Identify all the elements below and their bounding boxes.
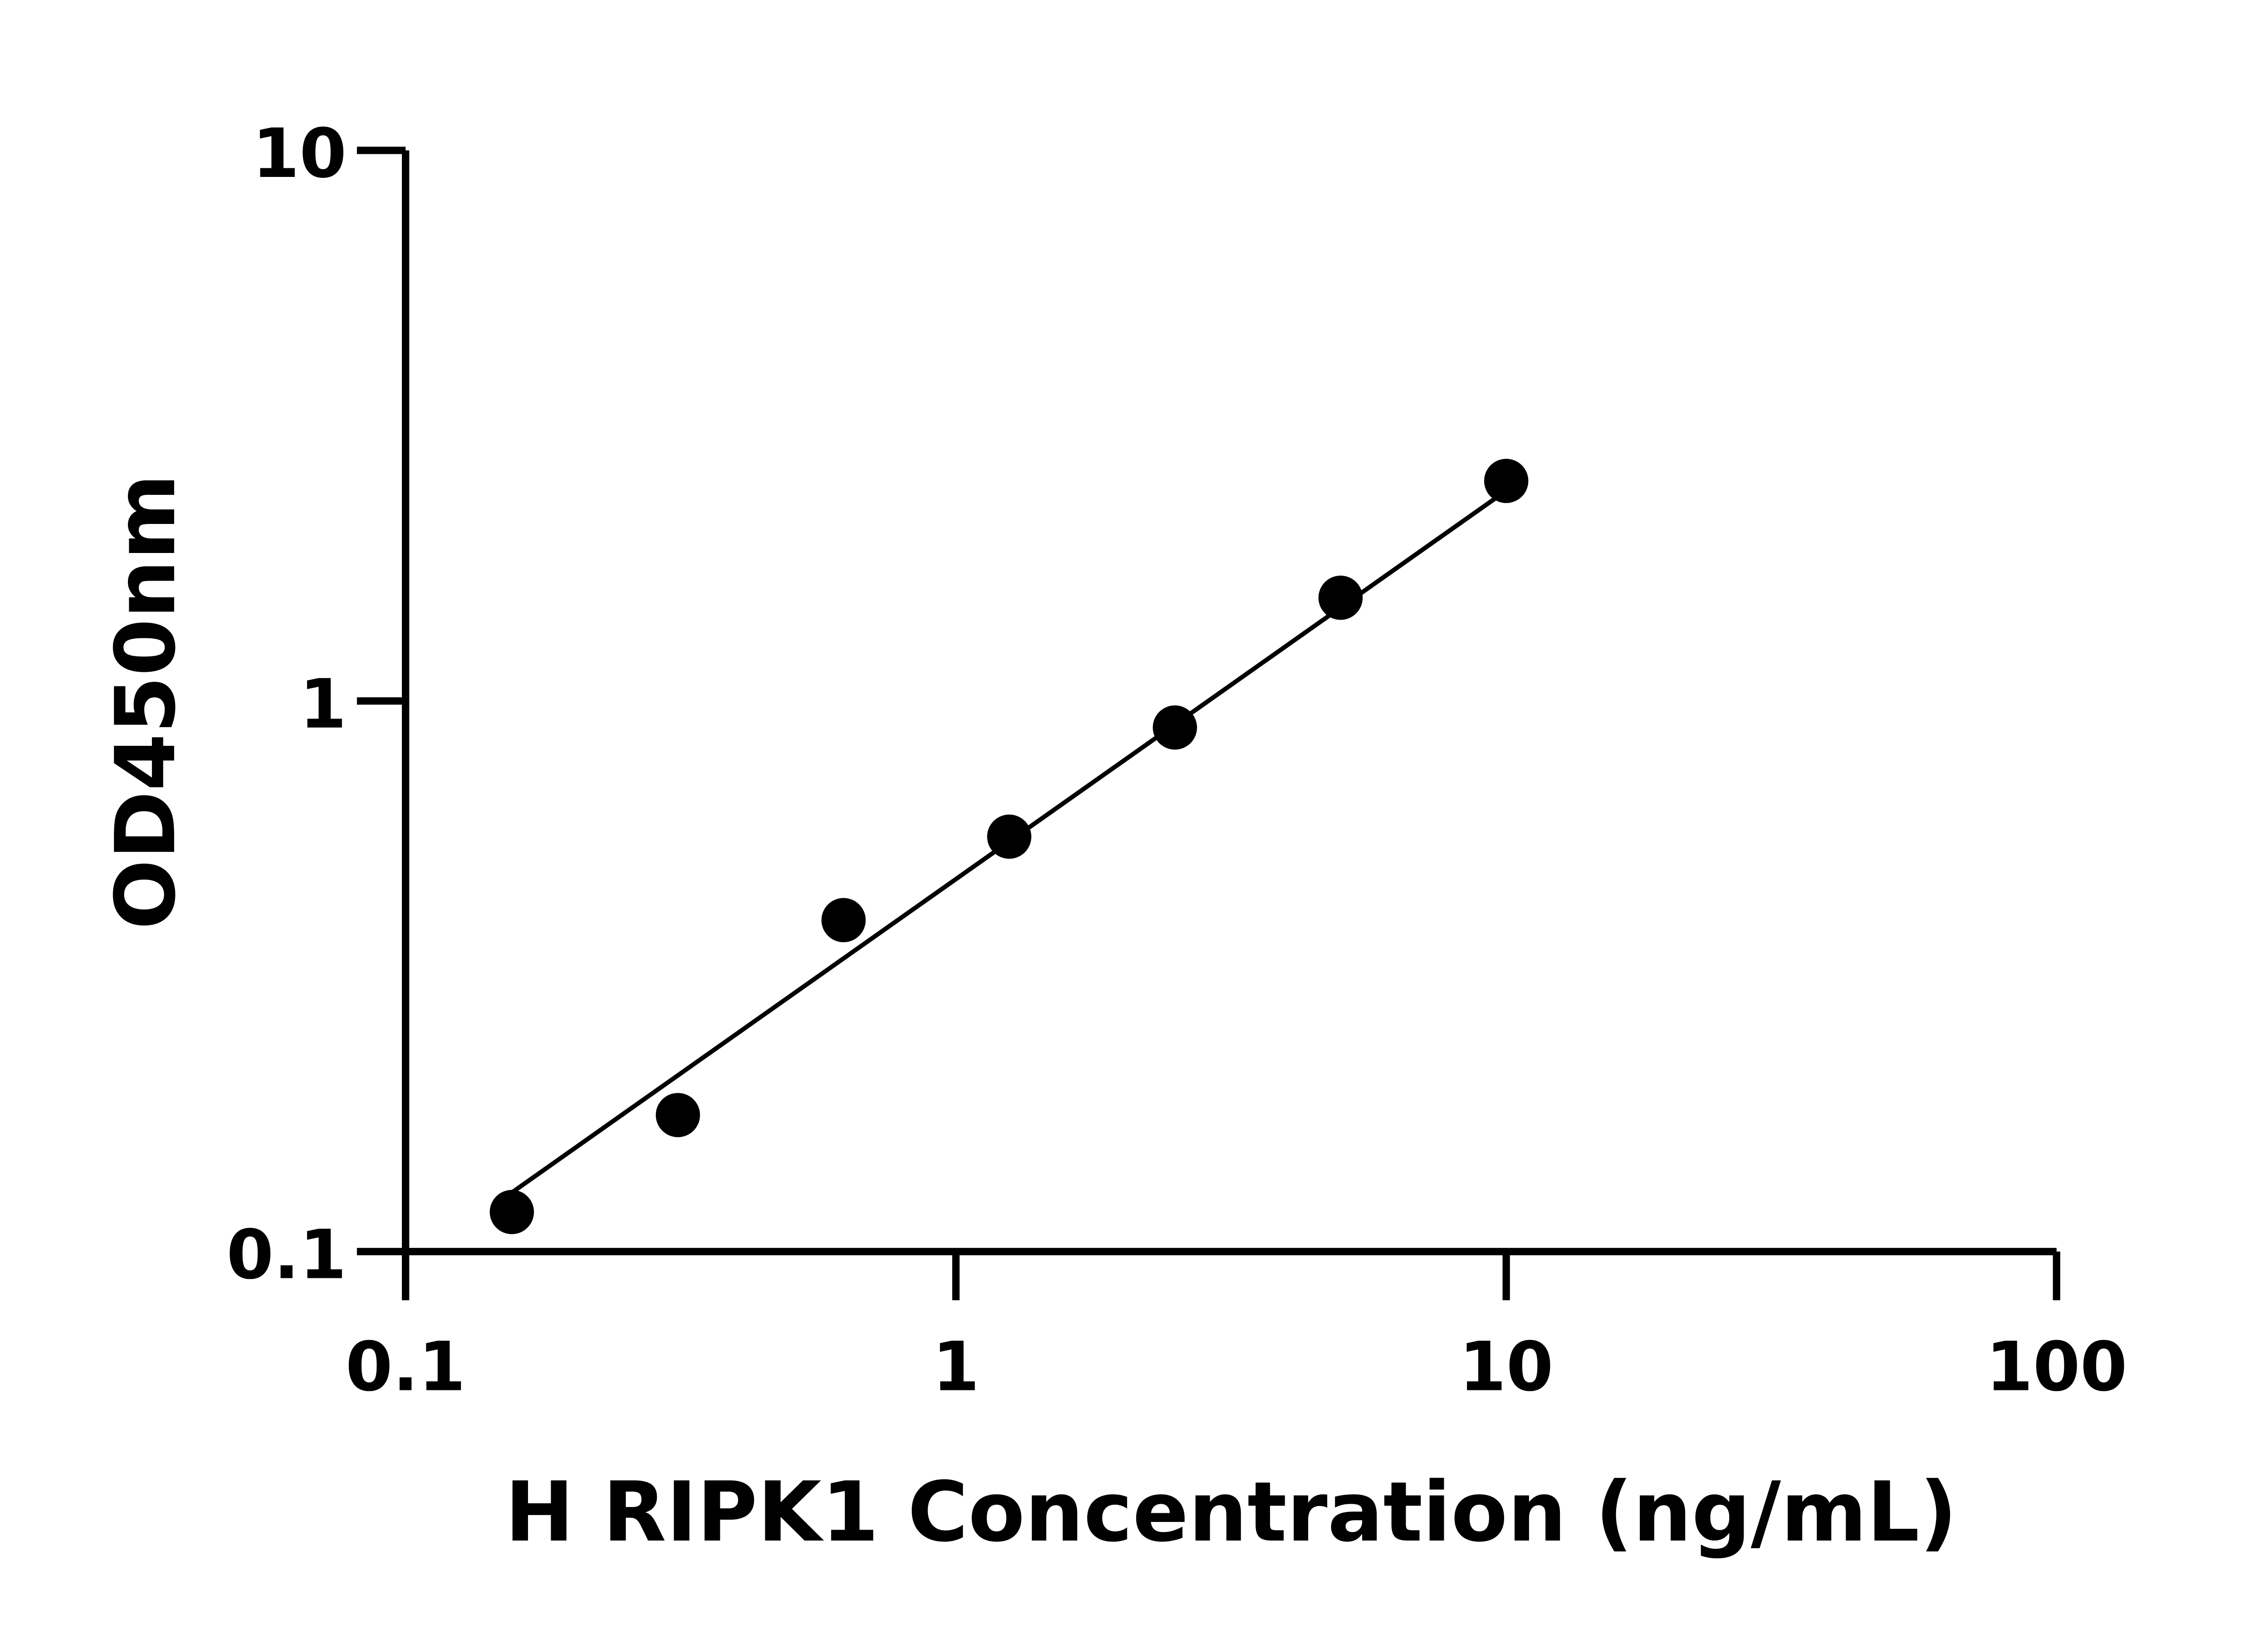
data-points (489, 459, 1529, 1234)
x-tick-label: 0.1 (346, 1328, 466, 1407)
x-tick-label: 1 (932, 1328, 979, 1407)
axes: 0.1 1 10 100 0.1 1 10 (226, 114, 2127, 1407)
data-point (489, 1190, 534, 1234)
data-point (1484, 459, 1529, 503)
data-point (1153, 705, 1197, 750)
data-point (987, 814, 1031, 859)
x-tick-label: 10 (1459, 1328, 1554, 1407)
y-tick-label: 10 (252, 114, 347, 193)
y-axis-label: OD450nm (98, 474, 194, 930)
data-point (1318, 575, 1363, 620)
x-tick-label: 100 (1986, 1328, 2127, 1407)
y-tick-label: 0.1 (226, 1216, 347, 1295)
y-tick-label: 1 (299, 665, 347, 744)
data-point (821, 898, 866, 943)
data-point (655, 1093, 700, 1137)
x-axis-label: H RIPK1 Concentration (ng/mL) (505, 1464, 1957, 1560)
